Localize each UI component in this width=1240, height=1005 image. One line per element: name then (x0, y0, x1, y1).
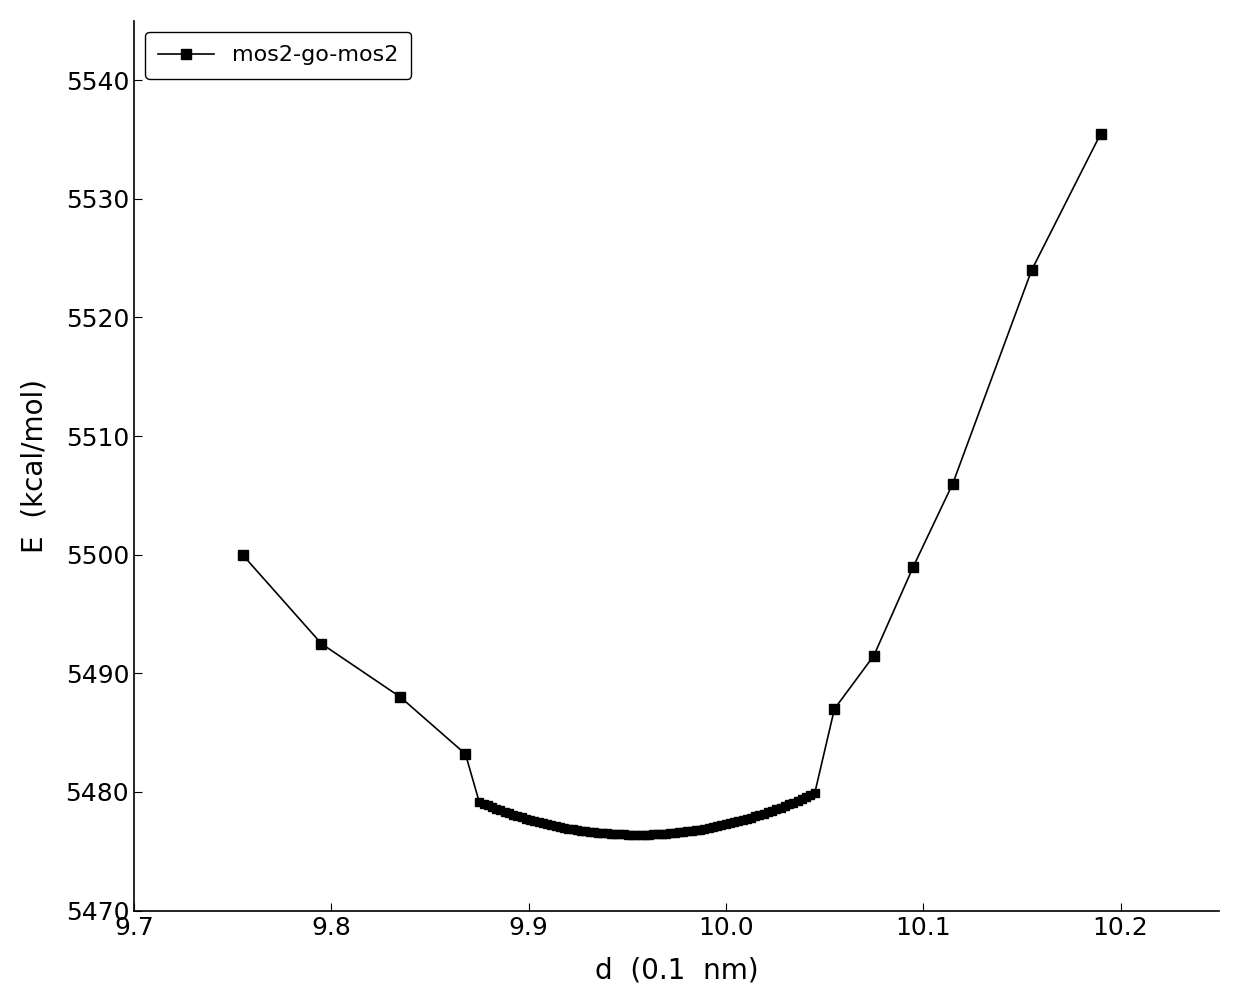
Legend: mos2-go-mos2: mos2-go-mos2 (145, 32, 412, 78)
X-axis label: d  (0.1  nm): d (0.1 nm) (595, 956, 759, 984)
Y-axis label: E  (kcal/mol): E (kcal/mol) (21, 379, 48, 553)
